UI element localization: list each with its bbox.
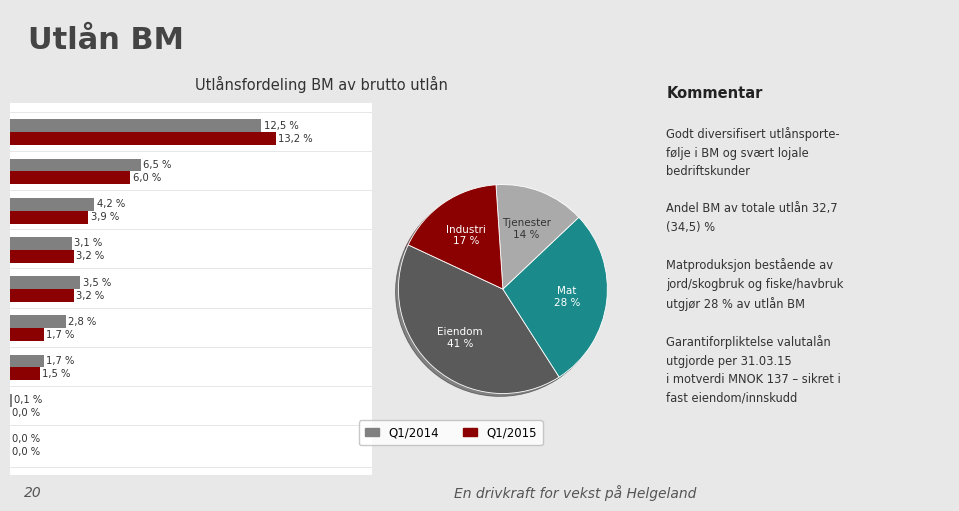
Bar bbox=[10, 355, 44, 367]
Text: 3,5 %: 3,5 % bbox=[82, 277, 111, 288]
Text: 3,1 %: 3,1 % bbox=[75, 238, 103, 248]
Text: 6,0 %: 6,0 % bbox=[133, 173, 161, 183]
Text: Tjenester
14 %: Tjenester 14 % bbox=[502, 218, 551, 240]
Text: 13,2 %: 13,2 % bbox=[278, 134, 313, 144]
Bar bbox=[10, 276, 81, 289]
Text: Utlån BM: Utlån BM bbox=[29, 27, 184, 55]
Bar bbox=[10, 119, 262, 132]
Text: 0,0 %: 0,0 % bbox=[12, 408, 40, 418]
Text: 1,5 %: 1,5 % bbox=[42, 369, 71, 379]
Text: 6,5 %: 6,5 % bbox=[143, 160, 172, 170]
Text: 0,0 %: 0,0 % bbox=[12, 447, 40, 457]
Text: Industri
17 %: Industri 17 % bbox=[446, 225, 486, 246]
Bar bbox=[10, 237, 72, 250]
Bar bbox=[10, 250, 74, 263]
Wedge shape bbox=[409, 185, 503, 289]
Text: 20: 20 bbox=[24, 486, 42, 500]
Bar bbox=[10, 367, 40, 380]
Text: 2,8 %: 2,8 % bbox=[68, 317, 97, 327]
Bar bbox=[10, 132, 275, 145]
Wedge shape bbox=[398, 245, 559, 393]
Bar bbox=[10, 315, 66, 328]
Bar bbox=[10, 172, 130, 184]
Text: Kommentar: Kommentar bbox=[667, 86, 762, 102]
Text: Mat
28 %: Mat 28 % bbox=[554, 286, 580, 308]
Text: 3,2 %: 3,2 % bbox=[77, 291, 105, 300]
Text: En drivkraft for vekst på Helgeland: En drivkraft for vekst på Helgeland bbox=[455, 485, 696, 501]
Text: 3,2 %: 3,2 % bbox=[77, 251, 105, 261]
Text: 0,0 %: 0,0 % bbox=[12, 434, 40, 445]
Bar bbox=[10, 158, 141, 172]
Text: 3,9 %: 3,9 % bbox=[90, 212, 119, 222]
Text: 1,7 %: 1,7 % bbox=[46, 330, 75, 340]
Wedge shape bbox=[496, 184, 579, 289]
Bar bbox=[10, 289, 74, 302]
Wedge shape bbox=[503, 217, 607, 377]
Bar bbox=[10, 211, 88, 224]
Text: 12,5 %: 12,5 % bbox=[264, 121, 298, 131]
Text: Eiendom
41 %: Eiendom 41 % bbox=[437, 327, 483, 349]
Text: Godt diversifisert utlånsporte-
følje i BM og svært lojale
bedriftskunder

Andel: Godt diversifisert utlånsporte- følje i … bbox=[667, 127, 844, 405]
Text: 1,7 %: 1,7 % bbox=[46, 356, 75, 366]
Legend: Q1/2014, Q1/2015: Q1/2014, Q1/2015 bbox=[359, 420, 543, 445]
Bar bbox=[10, 393, 12, 407]
Text: 4,2 %: 4,2 % bbox=[97, 199, 125, 209]
Text: Utlånsfordeling BM av brutto utlån: Utlånsfordeling BM av brutto utlån bbox=[195, 76, 448, 93]
Bar bbox=[10, 328, 44, 341]
Bar bbox=[10, 198, 94, 211]
Text: 0,1 %: 0,1 % bbox=[14, 395, 42, 405]
